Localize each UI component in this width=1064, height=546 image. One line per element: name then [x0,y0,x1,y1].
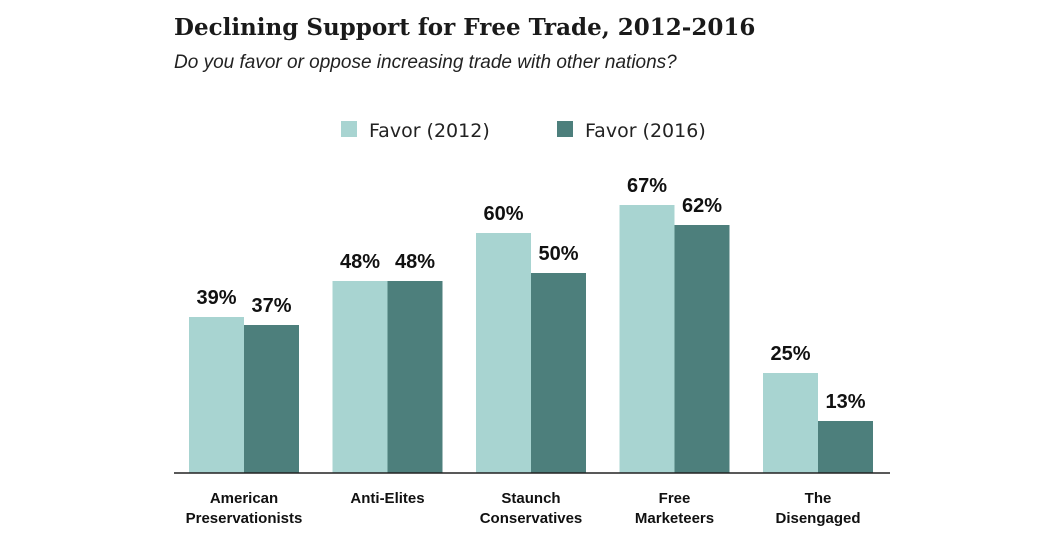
value-label-s1-c5: 25% [770,343,810,365]
category-labels: American Preservationists Anti-Elites Staun… [186,490,861,527]
bar-s2-c4 [674,225,730,473]
category-label-c5-line1: The [805,490,832,507]
bar-s2-c5 [818,421,873,473]
category-label-c2-line1: Anti-Elites [350,490,424,507]
bar-s2-c1 [244,325,299,473]
category-label-c1-line2: Preservationists [186,510,303,527]
legend-label-1: Favor (2012) [369,120,490,142]
legend-swatch-1 [341,121,357,137]
bar-s2-c2 [387,281,443,473]
category-label-c1-line1: American [210,490,278,507]
value-label-s1-c4: 67% [627,175,667,197]
legend-swatch-2 [557,121,573,137]
value-label-s2-c2: 48% [395,251,435,273]
bar-s1-c2 [332,281,388,473]
chart-subtitle: Do you favor or oppose increasing trade … [174,52,677,73]
value-label-s1-c2: 48% [340,251,380,273]
value-label-s2-c5: 13% [825,391,865,413]
category-label-c3-line2: Conservatives [480,510,583,527]
bar-s1-c3 [476,233,531,473]
chart-title: Declining Support for Free Trade, 2012-2… [174,14,756,41]
legend: Favor (2012) Favor (2016) [341,120,706,142]
bar-s1-c1 [189,317,244,473]
value-label-s1-c1: 39% [196,287,236,309]
value-labels: 39% 37% 48% 48% 60% 50% 67% 62% 25% 13% [196,175,865,413]
value-label-s2-c3: 50% [538,243,578,265]
value-label-s2-c4: 62% [682,195,722,217]
bar-s1-c4 [619,205,675,473]
category-label-c4-line2: Marketeers [635,510,714,527]
bar-s1-c5 [763,373,818,473]
legend-label-2: Favor (2016) [585,120,706,142]
category-label-c5-line2: Disengaged [775,510,860,527]
category-label-c4-line1: Free [659,490,691,507]
value-label-s1-c3: 60% [483,203,523,225]
value-label-s2-c1: 37% [251,295,291,317]
category-label-c3-line1: Staunch [501,490,560,507]
bars [189,205,873,473]
bar-s2-c3 [531,273,586,473]
